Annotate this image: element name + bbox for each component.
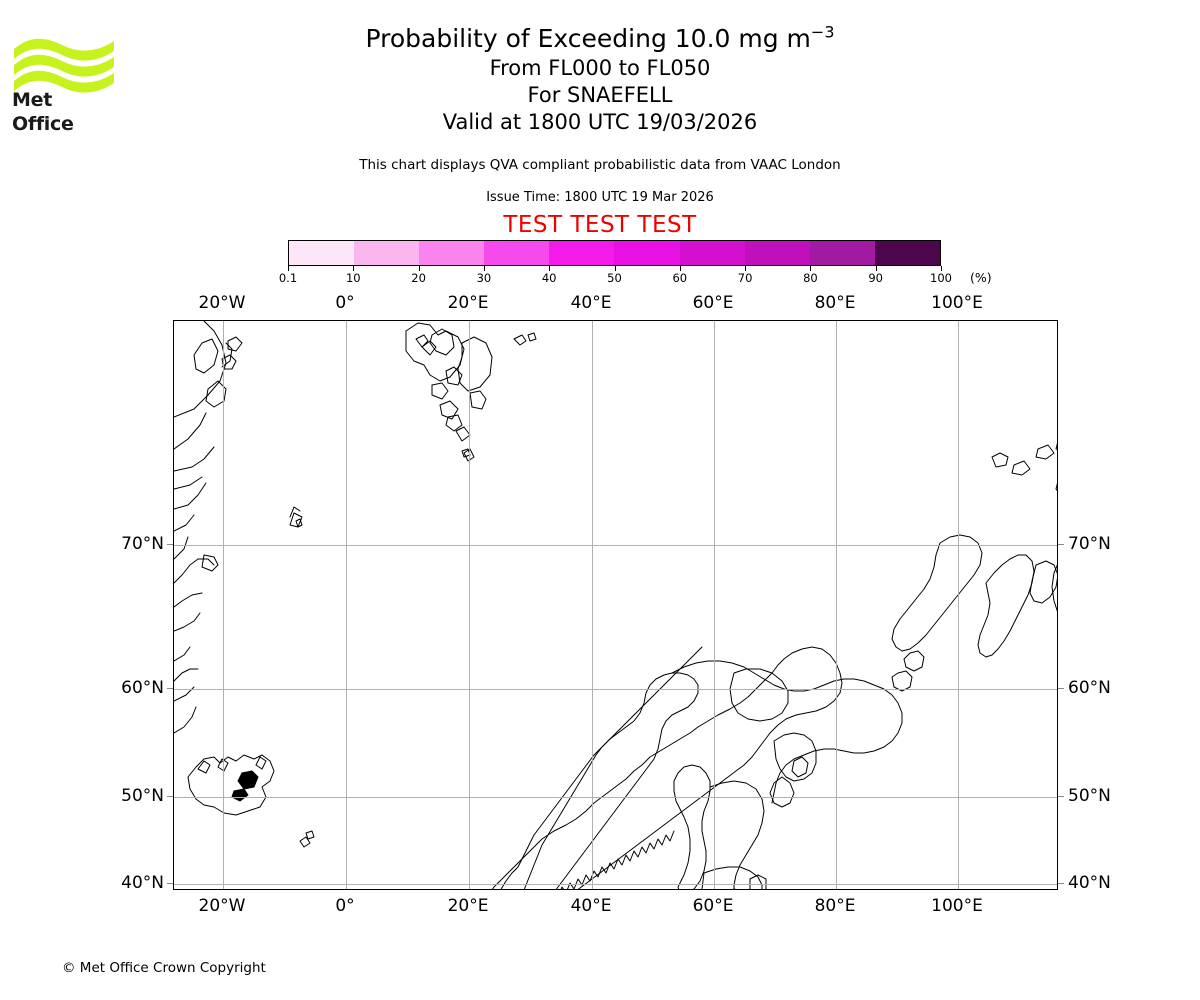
colorbar-tick-label: 80 xyxy=(803,271,818,285)
longitude-label-bottom: 20°W xyxy=(198,896,246,916)
colorbar-tick-label: 70 xyxy=(737,271,753,285)
longitude-label-bottom: 0° xyxy=(335,896,355,916)
colorbar-band xyxy=(484,241,550,265)
colorbar-tick-label: 90 xyxy=(868,271,884,285)
latitude-tick-left xyxy=(167,883,173,884)
compliance-note: This chart displays QVA compliant probab… xyxy=(359,157,841,173)
latitude-tick-right xyxy=(1058,883,1064,884)
latitude-gridline xyxy=(174,884,1057,885)
colorbar-band xyxy=(549,241,615,265)
longitude-gridline xyxy=(346,321,347,889)
longitude-gridline xyxy=(592,321,593,889)
longitude-gridline xyxy=(836,321,837,889)
longitude-label-top: 100°E xyxy=(931,293,983,313)
colorbar-band xyxy=(809,241,875,265)
colorbar-tick xyxy=(353,266,355,271)
longitude-gridline xyxy=(958,321,959,889)
page-title: Probability of Exceeding 10.0 mg m−3 xyxy=(0,22,1200,55)
page-title-text: Probability of Exceeding 10.0 mg m xyxy=(365,24,811,53)
issue-time: Issue Time: 1800 UTC 19 Mar 2026 xyxy=(486,190,714,205)
latitude-label-right: 50°N xyxy=(1068,786,1111,806)
colorbar-band xyxy=(744,241,810,265)
longitude-label-bottom: 100°E xyxy=(931,896,983,916)
colorbar-tick xyxy=(288,266,289,271)
colorbar-tick xyxy=(875,266,877,271)
colorbar-tick-label: 60 xyxy=(672,271,688,285)
latitude-label-left: 40°N xyxy=(121,873,164,893)
flight-level-subtitle: From FL000 to FL050 xyxy=(489,56,711,80)
colorbar-band xyxy=(354,241,420,265)
latitude-tick-right xyxy=(1058,544,1064,545)
volcano-subtitle: For SNAEFELL xyxy=(527,83,673,107)
latitude-tick-left xyxy=(167,544,173,545)
colorbar-band xyxy=(419,241,485,265)
colorbar-band xyxy=(679,241,745,265)
colorbar-tick-label: 100 xyxy=(930,271,952,285)
latitude-label-right: 40°N xyxy=(1068,873,1111,893)
latitude-tick-left xyxy=(167,796,173,797)
colorbar-tick-label: 10 xyxy=(345,271,361,285)
longitude-label-top: 20°W xyxy=(198,293,246,313)
colorbar-band xyxy=(614,241,680,265)
map-plot-area xyxy=(173,320,1058,890)
longitude-gridline xyxy=(469,321,470,889)
latitude-label-right: 70°N xyxy=(1068,534,1111,554)
longitude-label-top: 0° xyxy=(335,293,355,313)
latitude-tick-right xyxy=(1058,688,1064,689)
longitude-label-top: 80°E xyxy=(814,293,856,313)
colorbar-tick-label: 30 xyxy=(476,271,492,285)
probability-colorbar: 0.1 10 20 30 40 50 60 70 80 90 100 xyxy=(279,240,952,285)
latitude-label-right: 60°N xyxy=(1068,678,1111,698)
latitude-label-left: 50°N xyxy=(121,786,164,806)
longitude-gridline xyxy=(223,321,224,889)
valid-time-subtitle: Valid at 1800 UTC 19/03/2026 xyxy=(442,110,758,134)
longitude-label-top: 40°E xyxy=(570,293,612,313)
longitude-gridline xyxy=(714,321,715,889)
colorbar-tick xyxy=(418,266,420,271)
colorbar-tick xyxy=(549,266,551,271)
test-banner: TEST TEST TEST xyxy=(503,212,697,238)
longitude-label-top: 60°E xyxy=(692,293,734,313)
met-office-wordmark: Met Office xyxy=(12,89,74,135)
longitude-label-bottom: 80°E xyxy=(814,896,856,916)
colorbar-tick xyxy=(679,266,681,271)
coastline-layer xyxy=(174,321,1057,889)
latitude-label-left: 60°N xyxy=(121,678,164,698)
longitude-label-bottom: 40°E xyxy=(570,896,612,916)
chart-title-block: Probability of Exceeding 10.0 mg m−3 Fro… xyxy=(0,22,1200,136)
colorbar-tick xyxy=(941,266,942,271)
latitude-gridline xyxy=(174,689,1057,690)
latitude-gridline xyxy=(174,797,1057,798)
latitude-tick-right xyxy=(1058,796,1064,797)
colorbar-tick xyxy=(810,266,812,271)
met-office-logo xyxy=(14,38,114,93)
longitude-label-bottom: 20°E xyxy=(447,896,489,916)
latitude-label-left: 70°N xyxy=(121,534,164,554)
colorbar-tick xyxy=(614,266,616,271)
latitude-gridline xyxy=(174,545,1057,546)
colorbar-tick xyxy=(483,266,485,271)
page-title-exponent: −3 xyxy=(810,22,835,42)
colorbar-tick-label: 50 xyxy=(607,271,622,285)
colorbar-units-label: (%) xyxy=(970,270,992,285)
colorbar-band xyxy=(874,241,940,265)
longitude-label-bottom: 60°E xyxy=(692,896,734,916)
colorbar-tick-label: 20 xyxy=(411,271,426,285)
longitude-label-top: 20°E xyxy=(447,293,489,313)
colorbar-tick-label: 0.1 xyxy=(278,271,298,285)
copyright-notice: © Met Office Crown Copyright xyxy=(62,960,266,976)
colorbar-band xyxy=(289,241,355,265)
latitude-tick-left xyxy=(167,688,173,689)
colorbar-gradient xyxy=(288,240,941,266)
colorbar-tick xyxy=(745,266,747,271)
colorbar-tick-label: 40 xyxy=(541,271,557,285)
